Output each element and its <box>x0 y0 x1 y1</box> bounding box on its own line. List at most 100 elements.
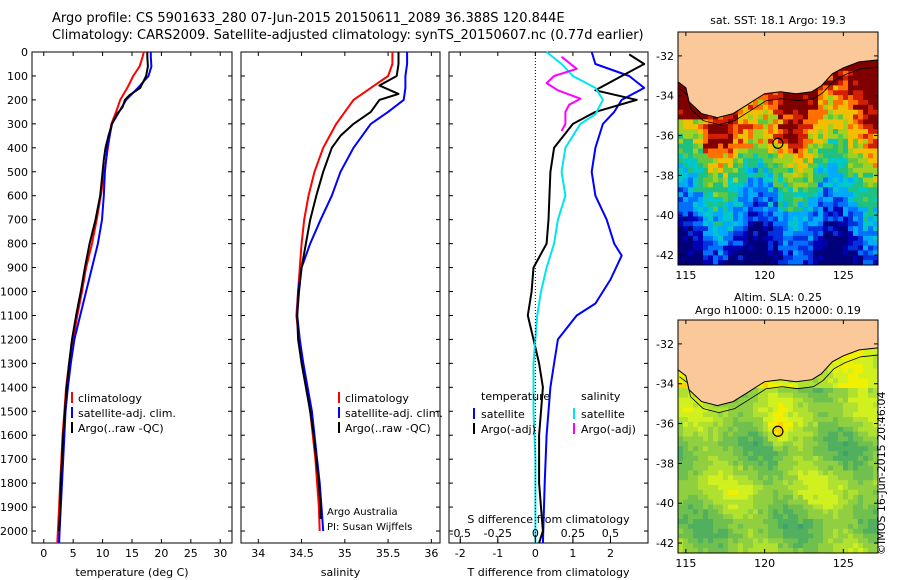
map-cell <box>758 402 764 408</box>
map-cell <box>788 519 794 525</box>
map-cell <box>803 201 809 208</box>
map-cell <box>803 138 809 145</box>
map-cell <box>753 417 759 423</box>
map-cell <box>758 460 764 467</box>
map-cell <box>823 255 829 261</box>
map-cell <box>733 129 739 135</box>
map-cell <box>873 124 878 130</box>
map-cell <box>728 441 734 447</box>
map-cell <box>708 446 714 452</box>
map-cell <box>723 431 729 438</box>
map-cell <box>713 451 719 457</box>
map-cell <box>873 216 878 222</box>
map-cell <box>678 240 684 247</box>
map-cell <box>723 192 729 198</box>
map-cell <box>723 250 729 256</box>
map-cell <box>813 158 819 164</box>
map-cell <box>678 235 684 242</box>
map-cell <box>823 114 829 120</box>
annotation-line: PI: Susan Wijffels <box>327 522 412 533</box>
map-cell <box>763 514 769 520</box>
map-cell <box>748 407 754 413</box>
map-cell <box>798 475 804 481</box>
map-cell <box>873 66 878 72</box>
x-tick-label: 0 <box>532 547 539 560</box>
map-cell <box>698 143 704 150</box>
map-cell <box>873 129 878 135</box>
map-cell <box>788 392 794 399</box>
map-cell <box>783 109 789 116</box>
map-cell <box>858 226 864 232</box>
map-cell <box>743 533 749 540</box>
map-cell <box>818 172 824 179</box>
map-cell <box>833 514 839 520</box>
map-cell <box>813 90 819 96</box>
map-cell <box>718 426 724 433</box>
map-cell <box>693 441 699 447</box>
map-cell <box>813 475 819 481</box>
map-cell <box>818 412 824 418</box>
map-cell <box>743 235 749 242</box>
map-cell <box>768 509 774 515</box>
map-cell <box>843 358 849 365</box>
map-cell <box>828 216 834 222</box>
map-cell <box>773 129 779 135</box>
map-cell <box>763 392 769 399</box>
map-cell <box>688 240 694 247</box>
map-cell <box>773 528 779 535</box>
map-title: sat. SST: 18.1 Argo: 19.3 <box>710 14 846 27</box>
map-cell <box>773 509 779 515</box>
y-tick-label: -34 <box>656 90 674 103</box>
map-cell <box>728 260 734 265</box>
map-cell <box>723 235 729 242</box>
map-cell <box>848 499 854 506</box>
map-cell <box>708 485 714 491</box>
map-cell <box>773 402 779 408</box>
map-cell <box>753 538 759 544</box>
map-cell <box>848 138 854 145</box>
map-cell <box>843 187 849 193</box>
map-cell <box>708 523 714 530</box>
map-cell <box>698 431 704 438</box>
map-cell <box>713 245 719 252</box>
map-cell <box>808 100 814 106</box>
map-cell <box>713 182 719 188</box>
map-cell <box>713 455 719 462</box>
map-cell <box>723 211 729 218</box>
map-cell <box>758 226 764 232</box>
map-cell <box>768 441 774 447</box>
map-cell <box>703 119 709 125</box>
map-cell <box>768 499 774 506</box>
map-cell <box>708 465 714 472</box>
map-cell <box>853 392 859 399</box>
map-cell <box>818 475 824 481</box>
map-cell <box>843 446 849 452</box>
map-cell <box>703 436 709 442</box>
map-cell <box>763 104 769 111</box>
map-cell <box>758 100 764 106</box>
map-cell <box>708 489 714 496</box>
map-cell <box>833 421 839 428</box>
map-cell <box>678 412 684 418</box>
map-cell <box>853 143 859 150</box>
map-cell <box>688 221 694 227</box>
map-cell <box>763 451 769 457</box>
map-cell <box>828 378 834 384</box>
map-cell <box>743 187 749 193</box>
map-cell <box>843 138 849 145</box>
map-cell <box>683 221 689 227</box>
map-cell <box>808 148 814 154</box>
map-cell <box>833 373 839 379</box>
map-cell <box>798 392 804 399</box>
map-cell <box>773 197 779 203</box>
map-cell <box>833 431 839 438</box>
map-cell <box>743 114 749 120</box>
map-cell <box>808 255 814 261</box>
map-cell <box>723 201 729 208</box>
map-cell <box>693 519 699 525</box>
map-cell <box>678 260 684 265</box>
map-cell <box>708 163 714 169</box>
map-cell <box>678 192 684 198</box>
